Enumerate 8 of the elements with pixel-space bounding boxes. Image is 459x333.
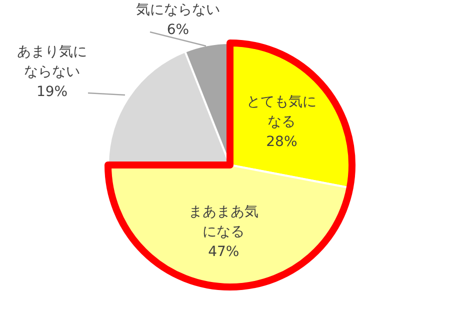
data-label: 28%	[266, 134, 298, 150]
slice-label: 気にならない	[136, 2, 220, 18]
slice-label: まあまあ気になる	[188, 204, 259, 240]
data-label: 19%	[36, 84, 68, 100]
data-label: 6%	[166, 22, 190, 38]
data-label: 47%	[208, 244, 240, 260]
slice-label: あまり気にならない	[17, 44, 87, 80]
slice-label: とても気になる	[246, 94, 317, 130]
